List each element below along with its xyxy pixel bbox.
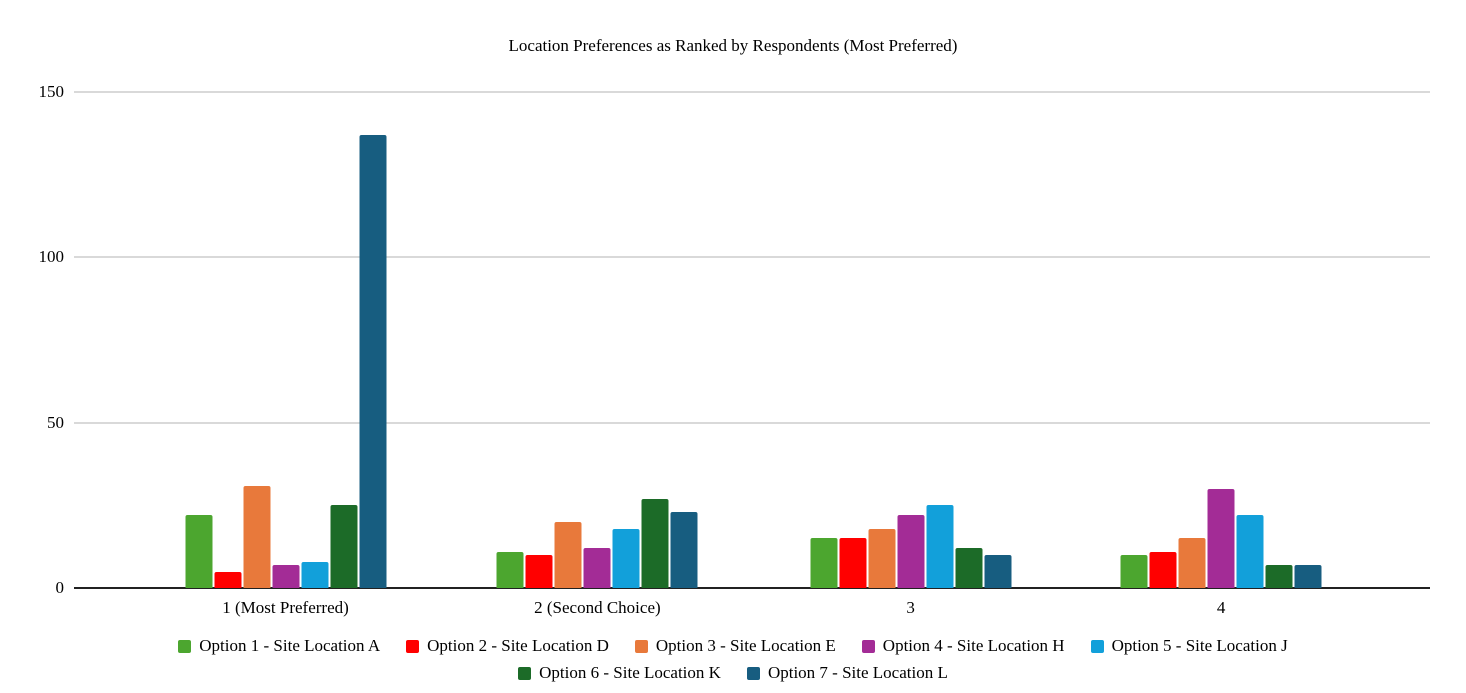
legend-swatch-icon <box>518 666 532 680</box>
y-axis-tick-label: 100 <box>38 247 65 267</box>
legend-swatch-icon <box>1090 639 1104 653</box>
legend-item[interactable]: Option 4 - Site Location H <box>861 636 1065 656</box>
legend-label: Option 4 - Site Location H <box>882 636 1065 655</box>
bar[interactable] <box>984 554 1012 588</box>
bar[interactable] <box>359 135 387 588</box>
x-axis-tick-label: 3 <box>906 598 915 617</box>
bar[interactable] <box>583 548 611 588</box>
bar[interactable] <box>612 528 640 588</box>
y-axis-tick-label: 150 <box>38 82 65 101</box>
bar[interactable] <box>525 554 553 588</box>
legend-swatch-icon <box>634 639 648 653</box>
bar[interactable] <box>1207 488 1235 588</box>
bar[interactable] <box>1149 551 1177 588</box>
legend-label: Option 6 - Site Location K <box>539 663 721 682</box>
bar[interactable] <box>496 551 524 588</box>
plot-area <box>74 91 1430 589</box>
legend-item[interactable]: Option 2 - Site Location D <box>406 636 609 656</box>
bar[interactable] <box>955 548 983 588</box>
legend-swatch-icon <box>178 639 192 653</box>
bar[interactable] <box>214 571 242 588</box>
bar[interactable] <box>926 505 954 588</box>
bar[interactable] <box>897 515 925 588</box>
legend-item[interactable]: Option 1 - Site Location A <box>178 636 380 656</box>
bar[interactable] <box>641 498 669 588</box>
legend-label: Option 5 - Site Location J <box>1111 636 1288 655</box>
gridline-y-50 <box>74 421 1430 424</box>
legend-item[interactable]: Option 3 - Site Location E <box>634 636 836 656</box>
bar-group-2 <box>496 498 698 588</box>
y-axis-tick-label: 0 <box>55 578 65 597</box>
bar[interactable] <box>810 538 838 588</box>
legend-label: Option 7 - Site Location L <box>767 663 948 682</box>
x-axis-tick-label: 4 <box>1216 598 1226 617</box>
bar[interactable] <box>839 538 867 588</box>
bar[interactable] <box>1178 538 1206 588</box>
bar-group-4 <box>1120 488 1322 588</box>
bar[interactable] <box>301 561 329 588</box>
legend-label: Option 1 - Site Location A <box>199 636 381 655</box>
legend-item[interactable]: Option 5 - Site Location J <box>1090 636 1288 656</box>
gridline-y-150 <box>74 91 1430 93</box>
bar[interactable] <box>868 528 896 588</box>
x-axis-line <box>74 587 1430 589</box>
bar[interactable] <box>1236 515 1264 588</box>
bar[interactable] <box>330 505 358 588</box>
bar[interactable] <box>243 485 271 588</box>
bar-group-3 <box>810 505 1012 588</box>
bar[interactable] <box>1294 564 1322 588</box>
bar[interactable] <box>1265 564 1293 588</box>
legend-swatch-icon <box>406 639 420 653</box>
chart-title: Location Preferences as Ranked by Respon… <box>508 36 958 55</box>
bar[interactable] <box>272 564 300 588</box>
bar[interactable] <box>670 511 698 588</box>
legend-swatch-icon <box>861 639 875 653</box>
bar[interactable] <box>1120 554 1148 588</box>
x-axis-tick-label: 2 (Second Choice) <box>534 598 661 617</box>
legend-label: Option 2 - Site Location D <box>427 636 609 655</box>
legend-label: Option 3 - Site Location E <box>655 636 836 655</box>
x-axis-tick-label: 1 (Most Preferred) <box>222 598 349 617</box>
gridline-y-100 <box>74 256 1430 259</box>
legend-item[interactable]: Option 6 - Site Location K <box>518 663 721 683</box>
legend: Option 1 - Site Location A Option 2 - Sit… <box>78 636 1388 683</box>
y-axis-tick-label: 50 <box>47 412 64 432</box>
bar[interactable] <box>185 515 213 588</box>
bar[interactable] <box>554 521 582 588</box>
bar-group-1 <box>185 135 387 588</box>
legend-swatch-icon <box>746 666 760 680</box>
legend-item[interactable]: Option 7 - Site Location L <box>746 663 948 683</box>
